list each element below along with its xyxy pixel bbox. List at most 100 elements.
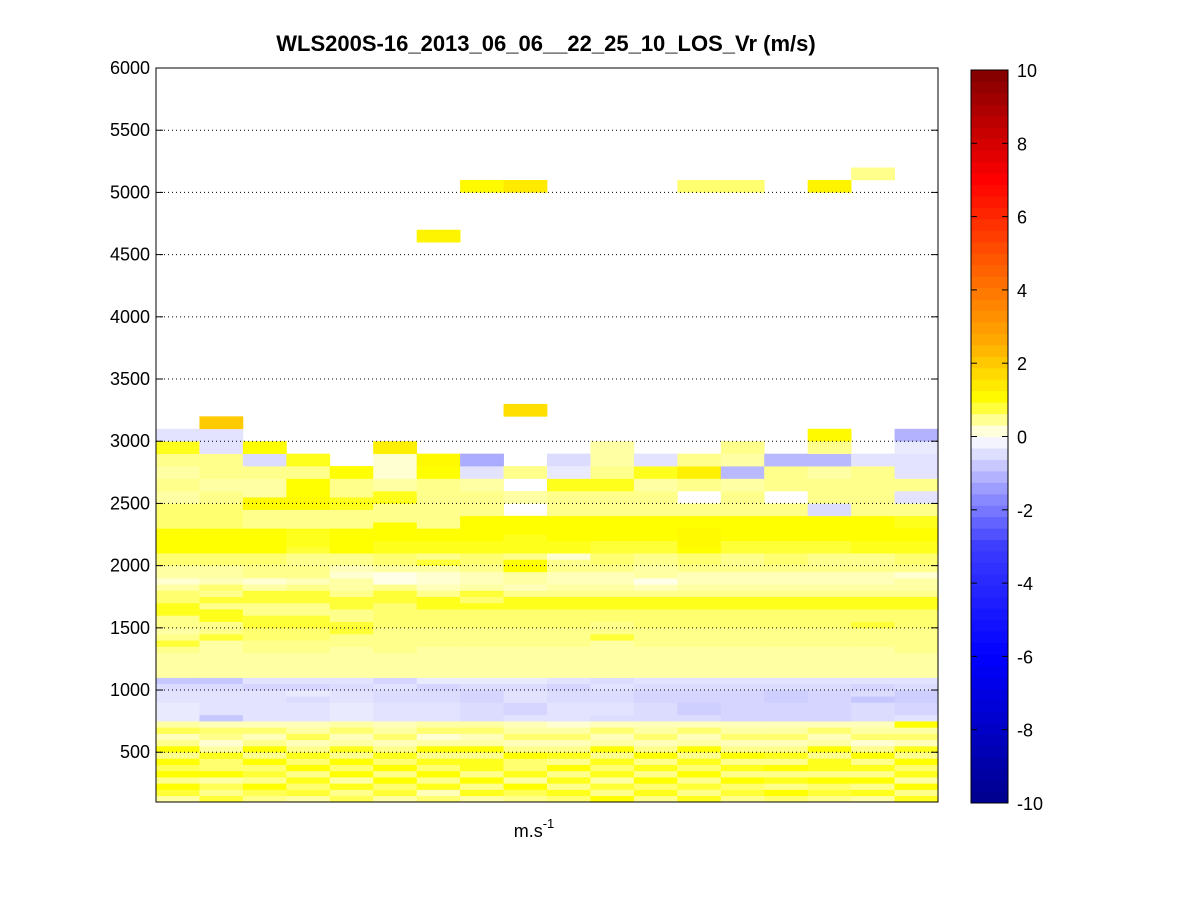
colorbar-step <box>971 150 1008 163</box>
heatmap-cell <box>677 453 722 467</box>
colorbar-step <box>971 516 1008 529</box>
heatmap-cell <box>199 565 244 579</box>
heatmap-cell <box>199 677 244 685</box>
heatmap-cell <box>199 478 244 492</box>
heatmap-cell <box>503 646 548 678</box>
heatmap-cell <box>894 428 939 442</box>
heatmap-cell <box>894 466 939 479</box>
heatmap-cell <box>851 758 895 765</box>
heatmap-cell <box>720 528 765 542</box>
heatmap-cell <box>547 727 591 734</box>
heatmap-cell <box>807 702 852 722</box>
heatmap-cell <box>764 571 809 585</box>
colorbar-step <box>971 631 1008 644</box>
heatmap-cell <box>547 677 591 685</box>
heatmap-cell <box>416 721 461 728</box>
heatmap-cell <box>199 503 244 529</box>
heatmap-cell <box>851 490 895 517</box>
heatmap-cell <box>199 590 244 598</box>
heatmap-cell <box>547 453 591 467</box>
heatmap-cell <box>720 609 765 629</box>
heatmap-cell <box>764 466 809 479</box>
heatmap-cell <box>460 565 504 573</box>
colorbar-step <box>971 81 1008 94</box>
heatmap-cell <box>156 758 200 765</box>
heatmap-cell <box>547 590 591 598</box>
heatmap-cell <box>329 683 374 691</box>
heatmap-cell <box>851 783 895 790</box>
heatmap-cell <box>720 783 765 790</box>
colorbar-step <box>971 722 1008 735</box>
heatmap-cell <box>329 590 374 598</box>
heatmap-cell <box>633 515 678 542</box>
heatmap-cell <box>720 646 765 678</box>
heatmap-cell <box>590 466 635 479</box>
heatmap-cell <box>764 727 809 734</box>
heatmap-cell <box>199 714 244 722</box>
heatmap-cell <box>286 783 331 790</box>
heatmap-cell <box>156 721 200 728</box>
heatmap-cell <box>242 739 287 747</box>
heatmap-cell <box>286 578 331 585</box>
heatmap-cell <box>373 683 418 691</box>
y-tick-label: 2000 <box>110 556 150 576</box>
heatmap-cell <box>373 584 418 591</box>
heatmap-cell <box>199 770 244 778</box>
heatmap-cell <box>286 640 331 654</box>
heatmap-cell <box>503 752 548 759</box>
colorbar-step <box>971 608 1008 621</box>
heatmap-cell <box>416 466 461 479</box>
heatmap-cell <box>633 758 678 765</box>
heatmap-cell <box>894 490 939 504</box>
heatmap-cell <box>590 783 635 790</box>
heatmap-cell <box>764 752 809 759</box>
colorbar-step <box>971 711 1008 724</box>
heatmap-cell <box>156 795 200 803</box>
heatmap-cell <box>199 553 244 566</box>
heatmap-cell <box>156 777 200 784</box>
heatmap-cell <box>590 478 635 492</box>
heatmap-cell <box>286 590 331 604</box>
heatmap-cell <box>242 590 287 604</box>
heatmap-cell <box>156 466 200 479</box>
heatmap-cell <box>633 646 678 678</box>
heatmap-cell <box>373 690 418 703</box>
heatmap-cell <box>156 646 200 654</box>
heatmap-cell <box>807 441 852 454</box>
heatmap-cell <box>460 627 504 647</box>
colorbar-tick-label: -6 <box>1017 647 1033 667</box>
heatmap-cell <box>242 783 287 790</box>
heatmap-cell <box>547 783 591 790</box>
y-axis: 500 1000 1500 2000 2500 3000 3500 4000 4500 5000 5… <box>110 58 938 762</box>
heatmap-cell <box>460 758 504 772</box>
heatmap-cell <box>677 777 722 784</box>
heatmap-cell <box>633 453 678 467</box>
heatmap-cell <box>373 746 418 753</box>
heatmap-cell <box>416 584 461 591</box>
heatmap-cell <box>286 466 331 479</box>
heatmap-cell <box>416 478 461 517</box>
plot-area: 500 1000 1500 2000 2500 3000 3500 4000 4500 5000 5… <box>110 58 939 803</box>
heatmap-cell <box>329 733 374 741</box>
heatmap-cell <box>547 646 591 678</box>
colorbar-step <box>971 551 1008 563</box>
heatmap-cell <box>286 733 331 741</box>
heatmap-cell <box>156 584 200 591</box>
y-tick-label: 5000 <box>110 182 150 202</box>
heatmap-cell <box>460 553 504 566</box>
heatmap-cell <box>720 453 765 467</box>
heatmap-cell <box>242 777 287 784</box>
colorbar-step <box>971 459 1008 472</box>
heatmap-cell <box>242 795 287 803</box>
colorbar-step <box>971 321 1008 334</box>
heatmap-cell <box>199 453 244 467</box>
heatmap-cell <box>720 478 765 492</box>
heatmap-cell <box>329 528 374 554</box>
heatmap-cell <box>416 795 461 803</box>
heatmap-cell <box>373 553 418 566</box>
heatmap-cell <box>156 602 200 616</box>
heatmap-cell <box>242 746 287 753</box>
heatmap-cell <box>503 596 548 610</box>
colorbar-step <box>971 539 1008 552</box>
heatmap-cell <box>590 596 635 610</box>
